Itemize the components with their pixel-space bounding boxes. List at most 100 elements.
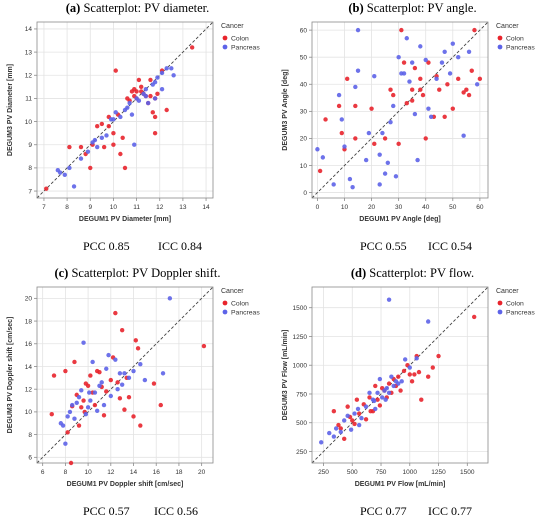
data-point-colon (129, 89, 135, 94)
data-point-colon (442, 114, 447, 119)
data-point-pancreas (129, 112, 135, 117)
data-point-colon (78, 144, 84, 150)
x-tick-label: 40 (422, 204, 430, 211)
data-point-colon (152, 114, 158, 120)
data-point-colon (396, 141, 401, 147)
data-point-colon (398, 388, 403, 393)
data-point-pancreas (371, 398, 377, 404)
plot-frame (36, 21, 214, 199)
data-point-colon (150, 110, 155, 115)
panel-title-text: Scatterplot: PV flow. (369, 266, 475, 280)
data-point-pancreas (315, 147, 320, 152)
y-tick-label: 750 (296, 391, 307, 398)
data-point-colon (97, 369, 102, 375)
data-point-pancreas (76, 394, 82, 400)
data-point-pancreas (359, 415, 364, 421)
data-point-pancreas (85, 149, 91, 154)
data-point-pancreas (373, 406, 378, 412)
x-axis-label: DEGUM1 PV Diameter [mm] (79, 216, 171, 223)
data-point-colon (101, 144, 107, 150)
data-point-pancreas (418, 44, 423, 49)
scatter-chart-flow: 250 500 750 1000 1250 1500 250 500 750 1000 1250 15… (282, 286, 535, 488)
data-point-pancreas (355, 27, 361, 33)
data-point-pancreas (385, 160, 391, 165)
panel-diameter: (a) Scatterplot: PV diameter. 7 8 9 10 11 12 1… (0, 0, 275, 265)
plot-frame (311, 21, 489, 199)
data-point-pancreas (382, 171, 388, 176)
x-tick-label: 8 (64, 469, 68, 476)
data-point-pancreas (78, 156, 84, 161)
legend-label-pancreas: Pancreas (231, 309, 260, 316)
data-point-pancreas (160, 371, 166, 376)
data-point-pancreas (386, 390, 392, 396)
data-point-colon (106, 124, 111, 129)
data-point-colon (101, 413, 107, 418)
data-point-pancreas (145, 100, 151, 106)
data-point-pancreas (159, 86, 165, 92)
x-tick-label: 10 (341, 204, 349, 211)
x-tick-label: 12 (156, 204, 164, 211)
stats-row: PCC 0.85 ICC 0.84 (0, 239, 275, 255)
legend-label-colon: Colon (231, 300, 249, 307)
data-point-colon (95, 124, 100, 129)
data-point-pancreas (439, 60, 445, 65)
data-point-pancreas (143, 93, 149, 99)
data-point-pancreas (159, 70, 165, 76)
data-point-pancreas (407, 79, 412, 84)
data-point-pancreas (95, 144, 100, 150)
data-point-pancreas (414, 356, 419, 361)
data-point-colon (464, 87, 469, 92)
panel-title-text: Scatterplot: PV Doppler shift. (71, 266, 221, 280)
data-point-pancreas (345, 413, 350, 419)
scatter-chart-diameter: 7 8 9 10 11 12 13 14 7 8 9 10 11 12 13 14 DEGUM1 PV Diam… (7, 21, 260, 223)
identity-line (36, 21, 214, 199)
data-point-pancreas (352, 411, 357, 416)
data-point-pancreas (412, 111, 418, 117)
data-point-colon (117, 396, 123, 401)
x-tick-label: 9 (88, 204, 92, 211)
data-point-pancreas (152, 80, 158, 85)
stats-row: PCC 0.77 ICC 0.77 (275, 504, 550, 520)
y-tick-label: 10 (25, 409, 33, 416)
data-point-pancreas (331, 434, 337, 439)
data-point-pancreas (333, 426, 339, 431)
data-point-pancreas (355, 68, 361, 73)
legend-label-pancreas: Pancreas (231, 44, 260, 51)
data-point-colon (88, 165, 93, 171)
y-tick-label: 12 (25, 386, 33, 393)
data-point-colon (407, 372, 412, 377)
data-point-colon (356, 411, 362, 416)
data-point-colon (122, 165, 128, 171)
data-point-colon (164, 107, 169, 113)
data-point-colon (336, 422, 341, 428)
data-point-colon (135, 346, 141, 351)
x-tick-label: 500 (347, 469, 358, 476)
data-point-pancreas (60, 423, 66, 428)
data-point-colon (76, 423, 82, 428)
data-point-colon (158, 402, 163, 408)
data-point-colon (119, 327, 125, 333)
plot-frame (36, 286, 214, 464)
data-point-pancreas (70, 402, 75, 408)
data-point-colon (113, 68, 118, 73)
data-point-pancreas (423, 57, 428, 63)
data-point-pancreas (113, 357, 118, 362)
data-point-colon (425, 374, 431, 379)
data-point-colon (471, 314, 477, 320)
data-point-pancreas (342, 418, 347, 423)
x-tick-label: 7 (42, 204, 46, 211)
x-tick-label: 20 (198, 469, 206, 476)
data-point-pancreas (167, 296, 173, 301)
data-point-pancreas (355, 406, 361, 412)
data-point-pancreas (134, 96, 139, 101)
data-point-colon (418, 87, 423, 92)
data-point-pancreas (409, 60, 415, 65)
data-point-pancreas (366, 130, 372, 136)
y-tick-label: 250 (296, 449, 307, 456)
data-point-colon (372, 141, 377, 147)
data-point-pancreas (138, 362, 143, 367)
data-point-pancreas (94, 408, 100, 413)
y-tick-label: 9 (28, 142, 32, 149)
x-tick-label: 50 (449, 204, 457, 211)
y-tick-label: 10 (25, 119, 33, 126)
